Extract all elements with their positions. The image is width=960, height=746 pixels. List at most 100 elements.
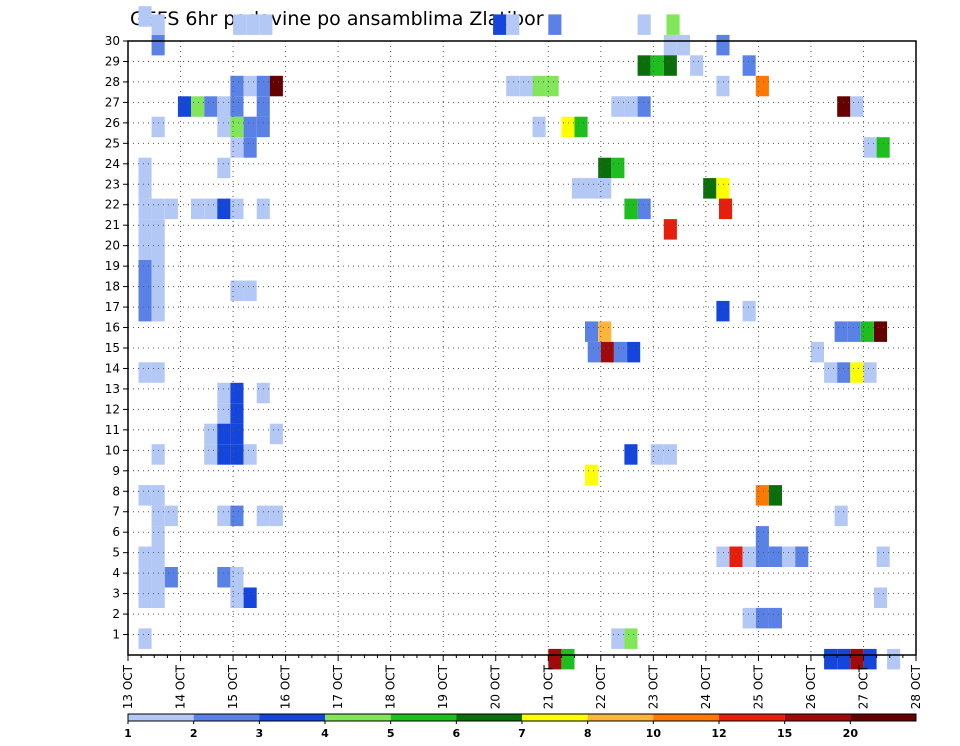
heatmap-cell bbox=[574, 116, 588, 138]
heatmap-cell bbox=[561, 648, 575, 670]
heatmap-cell bbox=[506, 14, 520, 35]
heatmap-cell bbox=[493, 14, 507, 35]
heatmap-cell bbox=[204, 198, 218, 220]
legend-label: 6 bbox=[453, 727, 461, 740]
heatmap-cell bbox=[138, 178, 152, 199]
heatmap-cell bbox=[637, 198, 651, 220]
legend-swatch bbox=[456, 714, 522, 721]
legend-label: 20 bbox=[843, 727, 859, 740]
legend-swatch bbox=[390, 714, 457, 721]
heatmap-cell bbox=[138, 198, 152, 220]
heatmap-cell bbox=[230, 444, 244, 465]
heatmap-cell bbox=[217, 423, 231, 445]
heatmap-cell bbox=[151, 362, 165, 383]
heatmap-cell bbox=[834, 505, 848, 527]
heatmap-cell bbox=[716, 300, 730, 322]
y-tick-label: 17 bbox=[105, 300, 120, 314]
heatmap-cell bbox=[217, 157, 231, 179]
heatmap-cell bbox=[850, 96, 864, 117]
x-tick-label: 23 OCT bbox=[646, 664, 660, 709]
heatmap-cell bbox=[837, 648, 851, 670]
y-tick-label: 24 bbox=[105, 157, 120, 171]
heatmap-cell bbox=[269, 423, 283, 445]
y-tick-label: 5 bbox=[112, 546, 120, 560]
x-tick-label: 19 OCT bbox=[436, 664, 450, 709]
heatmap-cell bbox=[887, 648, 901, 670]
heatmap-cell bbox=[230, 567, 244, 588]
heatmap-cell bbox=[611, 96, 625, 117]
heatmap-cell bbox=[177, 96, 191, 117]
heatmap-cell bbox=[613, 341, 627, 363]
heatmap-cell bbox=[138, 485, 152, 506]
heatmap-cell bbox=[663, 219, 677, 240]
heatmap-cell bbox=[217, 444, 231, 465]
legend-label: 7 bbox=[518, 727, 526, 740]
heatmap-cell bbox=[690, 55, 704, 76]
heatmap-cell bbox=[217, 116, 231, 138]
heatmap-cell bbox=[138, 587, 152, 608]
heatmap-cell bbox=[138, 6, 152, 27]
heatmap-cell bbox=[585, 321, 599, 342]
heatmap-cell bbox=[650, 444, 664, 465]
heatmap-cell bbox=[217, 505, 231, 527]
heatmap-cell bbox=[703, 178, 717, 199]
y-tick-label: 3 bbox=[112, 587, 120, 601]
heatmap-cell bbox=[138, 157, 152, 179]
y-tick-label: 8 bbox=[112, 484, 120, 498]
heatmap-cell bbox=[755, 546, 769, 567]
heatmap-cell bbox=[716, 546, 730, 567]
heatmap-cell bbox=[624, 444, 638, 465]
y-tick-label: 22 bbox=[105, 198, 120, 212]
heatmap-cell bbox=[230, 423, 244, 445]
x-tick-label: 27 OCT bbox=[856, 664, 870, 709]
heatmap-cell bbox=[611, 628, 625, 649]
heatmap-cell bbox=[230, 382, 244, 404]
x-tick-label: 16 OCT bbox=[279, 664, 293, 709]
heatmap-cell bbox=[624, 96, 638, 117]
heatmap-cell bbox=[191, 198, 205, 220]
heatmap-cell bbox=[637, 14, 651, 35]
heatmap-cell bbox=[230, 137, 244, 158]
heatmap-cell bbox=[230, 75, 244, 97]
heatmap-cell bbox=[151, 526, 165, 547]
heatmap-cell bbox=[138, 546, 152, 567]
heatmap-cell bbox=[259, 14, 273, 35]
heatmap-cell bbox=[506, 75, 520, 97]
heatmap-cell bbox=[217, 96, 231, 117]
heatmap-cell bbox=[151, 219, 165, 240]
legend-swatch bbox=[850, 714, 916, 721]
legend-swatch bbox=[719, 714, 785, 721]
heatmap-cell bbox=[204, 444, 218, 465]
heatmap-cell bbox=[256, 382, 270, 404]
heatmap-cell bbox=[230, 280, 244, 301]
heatmap-cell bbox=[256, 96, 270, 117]
heatmap-cell bbox=[850, 648, 864, 670]
x-tick-label: 24 OCT bbox=[699, 664, 713, 709]
heatmap-cell bbox=[204, 96, 218, 117]
legend-label: 4 bbox=[321, 727, 329, 740]
y-tick-label: 12 bbox=[105, 402, 120, 416]
heatmap-cell bbox=[151, 300, 165, 322]
y-tick-label: 18 bbox=[105, 280, 120, 294]
heatmap-cell bbox=[571, 178, 585, 199]
heatmap-cell bbox=[666, 14, 680, 35]
y-tick-label: 2 bbox=[112, 607, 120, 621]
heatmap-cell bbox=[151, 239, 165, 260]
legend-swatch bbox=[653, 714, 719, 721]
heatmap-cell bbox=[151, 485, 165, 506]
y-tick-label: 7 bbox=[112, 505, 120, 519]
y-tick-label: 13 bbox=[105, 382, 120, 396]
y-tick-label: 29 bbox=[105, 54, 120, 68]
legend-label: 8 bbox=[584, 727, 592, 740]
legend-label: 5 bbox=[387, 727, 395, 740]
heatmap-cell bbox=[716, 178, 730, 199]
heatmap-cell bbox=[548, 14, 562, 35]
x-tick-label: 15 OCT bbox=[226, 664, 240, 709]
heatmap-cell bbox=[246, 14, 260, 35]
legend-label: 10 bbox=[646, 727, 662, 740]
y-tick-label: 27 bbox=[105, 95, 120, 109]
legend-swatch bbox=[128, 714, 194, 721]
heatmap-cell bbox=[834, 321, 848, 342]
heatmap-cell bbox=[755, 526, 769, 547]
